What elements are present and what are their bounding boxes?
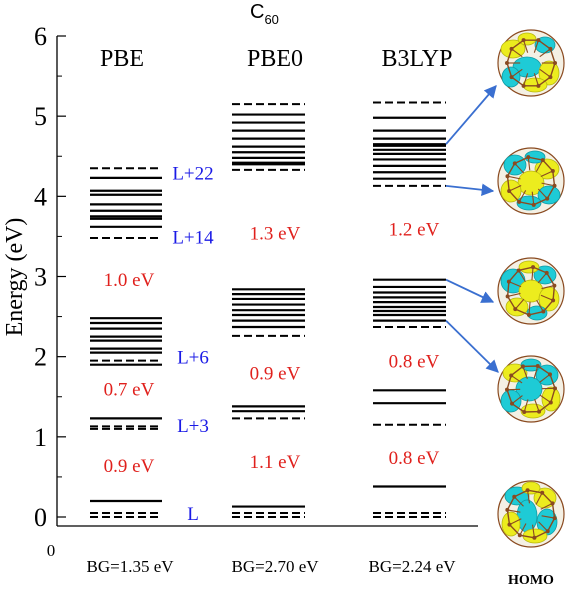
orbital-images: HOMO — [445, 29, 565, 588]
orbital-1-image — [497, 29, 565, 97]
band-gap-label: BG=2.70 eV — [231, 557, 319, 576]
y-tick-label: 0 — [34, 503, 47, 532]
chart-title: C60 — [250, 1, 279, 27]
orbital-3-image — [497, 257, 565, 325]
orbital-homo-image — [497, 480, 565, 548]
orbital-4-image — [497, 355, 565, 423]
y-tick-label: 4 — [34, 182, 47, 211]
axes: 0 1 2 3 4 5 6 0 Energy (eV) — [2, 22, 478, 560]
gap-label: 0.8 eV — [389, 448, 440, 469]
text-labels: C60 PBE 0.9 eV 0.7 eV 1.0 eV BG=1.35 eV PBE0 1.… — [86, 1, 456, 576]
gap-label: 1.2 eV — [389, 219, 440, 240]
orbital-1-arrow — [445, 85, 497, 145]
homo-label: HOMO — [508, 573, 554, 588]
gap-label: 1.0 eV — [104, 270, 155, 291]
orbital-2-arrow — [445, 183, 495, 197]
y-axis-title: Energy (eV) — [2, 218, 28, 337]
level-label: L+14 — [172, 227, 214, 248]
orbital-3-arrow — [445, 278, 495, 303]
energy-levels — [90, 101, 446, 518]
level-label: L+3 — [177, 416, 209, 437]
chart-title-subscript: 60 — [264, 12, 278, 27]
y-tick-label: 6 — [34, 22, 47, 51]
y-tick-label: 1 — [34, 423, 47, 452]
gap-label: 1.1 eV — [250, 452, 301, 473]
series-name: PBE — [100, 46, 144, 72]
gap-label: 0.8 eV — [389, 352, 440, 373]
orbital-2-image — [497, 147, 565, 215]
gap-label: 0.9 eV — [104, 456, 155, 477]
band-gap-label: BG=1.35 eV — [86, 557, 174, 576]
orbital-4-arrow — [445, 319, 499, 373]
series-name: PBE0 — [247, 46, 303, 72]
series-name: B3LYP — [382, 46, 453, 72]
y-tick-label: 2 — [34, 343, 47, 372]
gap-label: 0.9 eV — [250, 364, 301, 385]
gap-label: 1.3 eV — [250, 223, 301, 244]
level-label: L — [187, 504, 199, 525]
band-gap-label: BG=2.24 eV — [368, 557, 456, 576]
x-tick-label: 0 — [47, 541, 56, 560]
level-label: L+22 — [172, 163, 213, 184]
level-label: L+6 — [177, 348, 209, 369]
y-tick-label: 3 — [34, 263, 47, 292]
gap-label: 0.7 eV — [104, 380, 155, 401]
y-tick-label: 5 — [34, 102, 47, 131]
